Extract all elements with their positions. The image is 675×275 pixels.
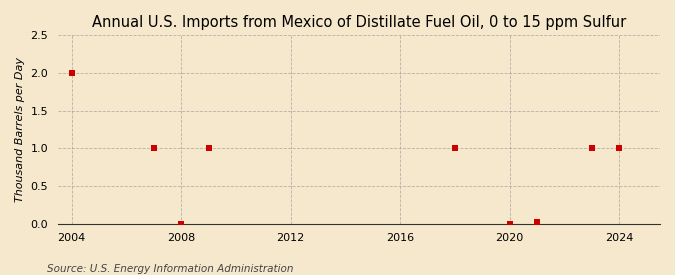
Title: Annual U.S. Imports from Mexico of Distillate Fuel Oil, 0 to 15 ppm Sulfur: Annual U.S. Imports from Mexico of Disti… (92, 15, 626, 30)
Y-axis label: Thousand Barrels per Day: Thousand Barrels per Day (15, 57, 25, 202)
Point (148, 146, 159, 151)
Point (504, 222, 515, 226)
Point (586, 146, 597, 151)
Point (176, 222, 186, 226)
Point (450, 146, 460, 151)
Point (203, 146, 214, 151)
Point (531, 220, 542, 224)
Point (614, 146, 624, 151)
Point (66, 71, 77, 75)
Text: Source: U.S. Energy Information Administration: Source: U.S. Energy Information Administ… (47, 264, 294, 274)
